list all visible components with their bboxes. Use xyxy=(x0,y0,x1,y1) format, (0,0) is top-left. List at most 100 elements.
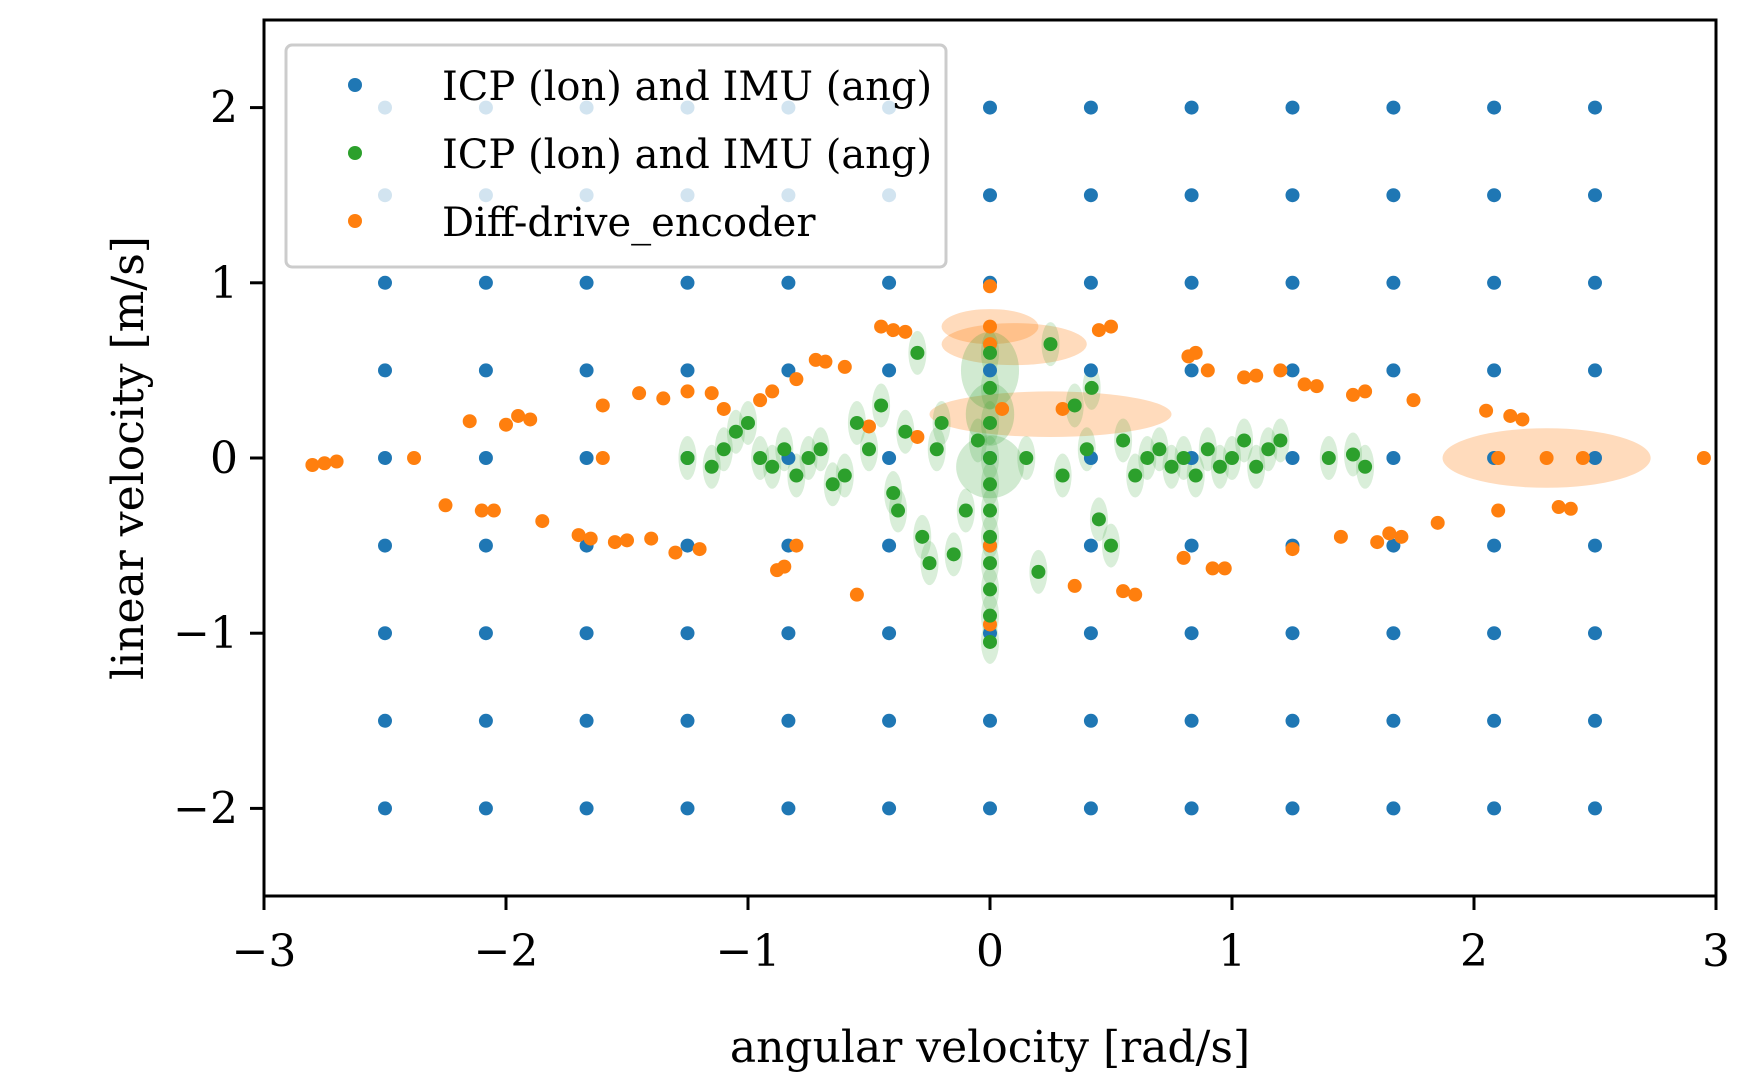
data-point-orange xyxy=(305,458,320,473)
data-point-orange xyxy=(1249,368,1264,383)
data-point-green xyxy=(922,556,937,571)
data-point-orange xyxy=(983,279,997,294)
data-point-blue xyxy=(781,275,796,290)
data-point-blue xyxy=(680,801,695,816)
data-point-blue xyxy=(1487,713,1502,728)
data-point-blue xyxy=(1386,626,1401,641)
data-point-green xyxy=(1200,442,1215,457)
data-point-orange xyxy=(692,542,707,557)
data-point-orange xyxy=(1515,412,1530,427)
data-point-green xyxy=(704,459,719,474)
data-point-blue xyxy=(1386,100,1401,115)
data-point-orange xyxy=(716,401,731,416)
uncertainty-ellipse-orange xyxy=(929,391,1172,437)
data-point-blue xyxy=(983,363,997,378)
data-point-blue xyxy=(1588,275,1602,290)
data-point-orange xyxy=(1188,345,1203,360)
data-point-green xyxy=(910,345,925,360)
uncertainty-ellipse-green xyxy=(965,382,1015,446)
data-point-green xyxy=(825,477,840,492)
legend-label-diff-drive-encoder: Diff-drive_encoder xyxy=(442,200,816,246)
data-point-orange xyxy=(1333,529,1348,544)
data-point-blue xyxy=(882,275,897,290)
data-point-blue xyxy=(1487,626,1502,641)
data-point-orange xyxy=(765,384,780,399)
data-point-orange xyxy=(1696,451,1711,465)
data-point-green xyxy=(1055,468,1070,483)
uncertainty-ellipse-green xyxy=(956,435,1024,499)
data-point-blue xyxy=(781,713,796,728)
data-point-blue xyxy=(1184,188,1199,203)
data-point-blue xyxy=(983,100,997,115)
data-point-green xyxy=(970,433,985,448)
data-point-green xyxy=(1261,442,1276,457)
data-point-blue xyxy=(579,626,594,641)
data-point-blue xyxy=(478,363,493,378)
data-point-blue xyxy=(1184,713,1199,728)
data-point-orange xyxy=(1176,550,1191,565)
data-point-orange xyxy=(523,412,538,427)
data-point-orange xyxy=(837,359,852,374)
x-tick-label: 3 xyxy=(1702,926,1730,977)
data-point-orange xyxy=(632,386,647,401)
data-point-blue xyxy=(1285,713,1300,728)
data-point-orange xyxy=(983,319,997,334)
data-point-green xyxy=(1019,451,1034,465)
data-point-green xyxy=(765,459,780,474)
data-point-orange xyxy=(1551,500,1566,515)
data-point-orange xyxy=(535,514,550,529)
data-point-blue xyxy=(378,275,392,290)
data-point-orange xyxy=(1104,319,1118,334)
data-point-blue xyxy=(478,275,493,290)
data-point-blue xyxy=(983,801,997,816)
data-point-green xyxy=(929,442,944,457)
data-point-blue xyxy=(1184,626,1199,641)
data-point-green xyxy=(946,547,961,562)
data-point-blue xyxy=(1588,801,1602,816)
data-point-blue xyxy=(882,363,897,378)
data-point-blue xyxy=(1588,626,1602,641)
data-point-blue xyxy=(882,451,897,465)
data-point-orange xyxy=(1394,529,1409,544)
data-point-blue xyxy=(1083,275,1098,290)
data-point-blue xyxy=(983,188,997,203)
data-point-blue xyxy=(1083,713,1098,728)
data-point-green xyxy=(1176,451,1191,465)
data-point-orange xyxy=(849,587,864,602)
data-point-blue xyxy=(680,713,695,728)
data-point-blue xyxy=(1386,451,1401,465)
data-point-blue xyxy=(1487,100,1502,115)
data-point-orange xyxy=(1503,408,1518,423)
data-point-orange xyxy=(874,319,889,334)
data-point-green xyxy=(891,503,906,518)
data-point-orange xyxy=(753,393,768,408)
data-point-green xyxy=(1164,459,1179,474)
data-point-orange xyxy=(668,545,683,560)
data-point-orange xyxy=(329,454,344,469)
data-point-green xyxy=(915,529,930,544)
data-point-blue xyxy=(579,451,594,465)
legend-marker-icp-imu-blue xyxy=(348,78,362,92)
data-point-green xyxy=(983,451,997,465)
data-point-blue xyxy=(1487,538,1502,553)
data-point-blue xyxy=(579,801,594,816)
data-point-green xyxy=(983,345,997,360)
data-point-blue xyxy=(1487,275,1502,290)
data-point-blue xyxy=(378,801,392,816)
data-point-blue xyxy=(1386,713,1401,728)
x-tick-label: 2 xyxy=(1460,926,1488,977)
data-point-orange xyxy=(1539,451,1554,465)
data-point-blue xyxy=(1588,188,1602,203)
data-point-orange xyxy=(656,391,671,406)
data-point-blue xyxy=(478,801,493,816)
data-point-green xyxy=(1116,433,1131,448)
data-point-blue xyxy=(1285,100,1300,115)
data-point-blue xyxy=(1184,100,1199,115)
x-axis-label: angular velocity [rad/s] xyxy=(730,1022,1250,1073)
axis-ticks: −3 −2 −1 0 1 2 3 −2 −1 0 1 2 xyxy=(173,83,1730,977)
data-point-blue xyxy=(579,713,594,728)
data-point-green xyxy=(1031,564,1046,579)
data-point-orange xyxy=(1430,515,1445,530)
data-point-orange xyxy=(1067,578,1082,593)
data-point-blue xyxy=(680,275,695,290)
